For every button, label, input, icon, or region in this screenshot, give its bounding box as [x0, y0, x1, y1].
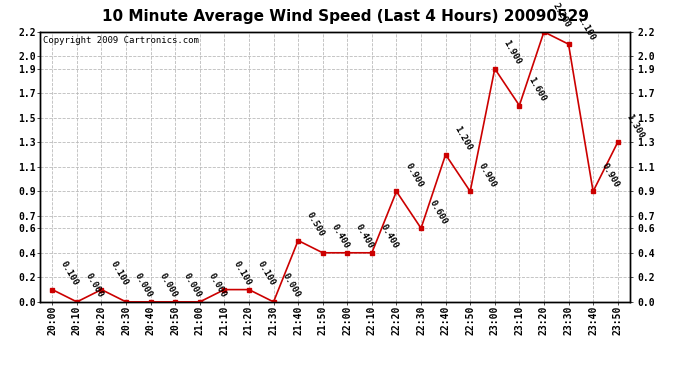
- Text: 0.000: 0.000: [207, 272, 228, 300]
- Text: 0.400: 0.400: [379, 223, 400, 251]
- Text: 0.000: 0.000: [84, 272, 105, 300]
- Text: 0.100: 0.100: [231, 260, 253, 287]
- Text: 0.400: 0.400: [354, 223, 375, 251]
- Text: Copyright 2009 Cartronics.com: Copyright 2009 Cartronics.com: [43, 36, 199, 45]
- Text: 0.000: 0.000: [182, 272, 204, 300]
- Text: 0.100: 0.100: [108, 260, 130, 287]
- Text: 0.900: 0.900: [600, 162, 621, 189]
- Text: 10 Minute Average Wind Speed (Last 4 Hours) 20090529: 10 Minute Average Wind Speed (Last 4 Hou…: [101, 9, 589, 24]
- Text: 0.400: 0.400: [330, 223, 351, 251]
- Text: 0.100: 0.100: [256, 260, 277, 287]
- Text: 2.100: 2.100: [575, 14, 597, 42]
- Text: 0.900: 0.900: [477, 162, 498, 189]
- Text: 0.000: 0.000: [157, 272, 179, 300]
- Text: 0.000: 0.000: [281, 272, 302, 300]
- Text: 0.900: 0.900: [404, 162, 424, 189]
- Text: 0.000: 0.000: [133, 272, 155, 300]
- Text: 0.500: 0.500: [305, 211, 326, 238]
- Text: 2.200: 2.200: [551, 2, 572, 30]
- Text: 0.600: 0.600: [428, 198, 449, 226]
- Text: 1.600: 1.600: [526, 76, 548, 104]
- Text: 0.100: 0.100: [59, 260, 81, 287]
- Text: 1.900: 1.900: [502, 39, 523, 66]
- Text: 1.300: 1.300: [624, 112, 646, 140]
- Text: 1.200: 1.200: [453, 124, 474, 152]
